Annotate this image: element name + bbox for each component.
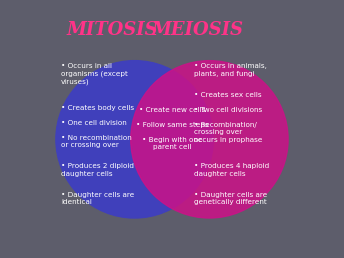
Text: • Begin with one
parent cell: • Begin with one parent cell xyxy=(142,137,202,150)
Text: • Daughter cells are
identical: • Daughter cells are identical xyxy=(61,192,134,205)
Text: • Recombination/
crossing over
occurs in prophase: • Recombination/ crossing over occurs in… xyxy=(194,122,262,142)
Circle shape xyxy=(131,61,288,218)
Circle shape xyxy=(56,61,213,218)
Text: • Follow same steps: • Follow same steps xyxy=(136,122,208,128)
Text: • Creates body cells: • Creates body cells xyxy=(61,105,134,111)
Text: • Create new cells: • Create new cells xyxy=(139,107,205,113)
Text: • Produces 4 haploid
daughter cells: • Produces 4 haploid daughter cells xyxy=(194,163,269,177)
Text: MEIOSIS: MEIOSIS xyxy=(152,21,244,39)
Text: • Two cell divisions: • Two cell divisions xyxy=(194,107,262,112)
Text: MITOSIS: MITOSIS xyxy=(67,21,159,39)
Text: • One cell division: • One cell division xyxy=(61,120,127,126)
Text: • Occurs in animals,
plants, and fungi: • Occurs in animals, plants, and fungi xyxy=(194,63,267,77)
Text: • No recombination
or crossing over: • No recombination or crossing over xyxy=(61,135,132,148)
Text: • Daughter cells are
genetically different: • Daughter cells are genetically differe… xyxy=(194,192,267,205)
Text: • Creates sex cells: • Creates sex cells xyxy=(194,92,261,98)
Text: • Produces 2 diploid
daughter cells: • Produces 2 diploid daughter cells xyxy=(61,163,134,177)
Text: • Occurs in all
organisms (except
viruses): • Occurs in all organisms (except viruse… xyxy=(61,63,128,85)
